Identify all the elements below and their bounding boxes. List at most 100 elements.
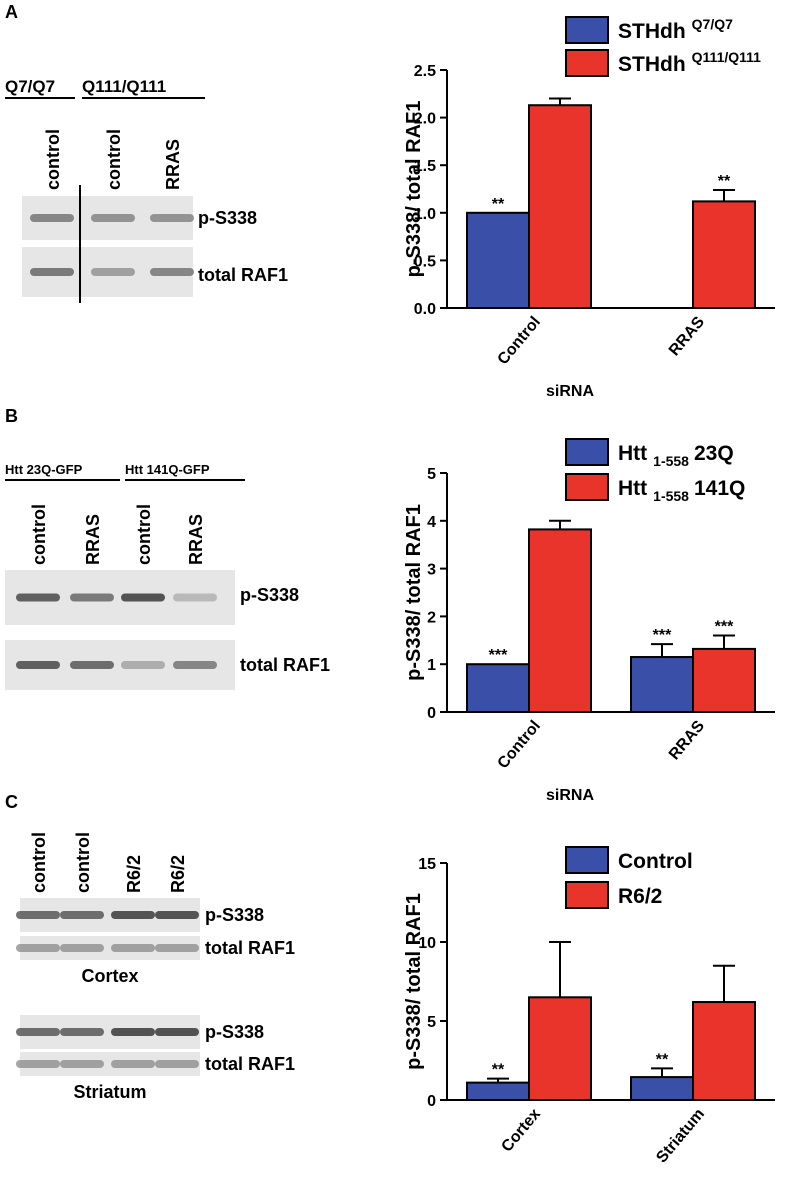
blot-band bbox=[16, 661, 60, 669]
blot-band bbox=[60, 1028, 104, 1036]
bar bbox=[466, 1081, 530, 1101]
blot-band bbox=[111, 1028, 155, 1036]
band-label: p-S338 bbox=[205, 1022, 264, 1042]
group-label: Q111/Q111 bbox=[82, 77, 166, 96]
legend-superscript: Q111/Q111 bbox=[692, 49, 762, 65]
legend-name: STHdh bbox=[618, 20, 686, 43]
y-tick-label: 5 bbox=[427, 1014, 436, 1031]
blot-band bbox=[173, 593, 217, 602]
legend-name: Control bbox=[618, 850, 693, 873]
blot-band bbox=[70, 593, 114, 602]
legend-swatch bbox=[565, 473, 609, 501]
y-tick-label: 2 bbox=[427, 609, 436, 626]
band-label: p-S338 bbox=[240, 585, 299, 605]
significance: ** bbox=[492, 196, 505, 213]
region-label: Striatum bbox=[73, 1082, 146, 1102]
bar bbox=[692, 1001, 756, 1101]
blot-band bbox=[16, 1028, 60, 1036]
group-label: Htt 23Q-GFP bbox=[5, 462, 83, 477]
lane-label: control bbox=[43, 129, 63, 190]
blot-band bbox=[91, 214, 135, 222]
legend-subscript: 1-558 bbox=[653, 453, 689, 469]
y-axis-label: p-S338/ total RAF1 bbox=[403, 504, 425, 681]
blot-band bbox=[60, 911, 104, 919]
legend-subscript: 1-558 bbox=[653, 488, 689, 504]
bar bbox=[466, 663, 530, 714]
legend-suffix: 23Q bbox=[694, 442, 734, 465]
lane-label: control bbox=[29, 504, 49, 565]
blot-band bbox=[91, 268, 135, 276]
blot-band bbox=[150, 268, 194, 276]
group-label: Htt 141Q-GFP bbox=[125, 462, 210, 477]
y-tick-label: 15 bbox=[418, 856, 436, 873]
significance: *** bbox=[715, 619, 734, 636]
bar bbox=[528, 104, 592, 309]
bar bbox=[466, 211, 530, 309]
bar bbox=[630, 1076, 694, 1101]
x-tick-label: RRAS bbox=[666, 313, 708, 359]
y-tick-label: 1.5 bbox=[414, 158, 436, 175]
blot-band bbox=[155, 911, 199, 919]
x-axis-label: siRNA bbox=[546, 383, 594, 400]
legend-label: Htt 1-558 141Q bbox=[618, 477, 745, 504]
x-tick-label: Cortex bbox=[498, 1106, 544, 1156]
panel-label: C bbox=[5, 792, 18, 812]
blot-band bbox=[70, 661, 114, 669]
blot-band bbox=[155, 1060, 199, 1068]
blot-band bbox=[16, 1060, 60, 1068]
legend-swatch bbox=[565, 881, 609, 909]
blot-band bbox=[60, 944, 104, 952]
significance: ** bbox=[492, 1062, 505, 1079]
significance: ** bbox=[718, 173, 731, 190]
legend-label: STHdh Q111/Q111 bbox=[618, 49, 761, 76]
x-tick-label: Control bbox=[494, 718, 544, 772]
y-tick-label: 0.5 bbox=[414, 253, 436, 270]
lane-label: R6/2 bbox=[168, 855, 188, 893]
legend-suffix: 141Q bbox=[694, 477, 745, 500]
x-tick-label: RRAS bbox=[666, 717, 708, 763]
legend-label: STHdh Q7/Q7 bbox=[618, 16, 733, 43]
lane-label: RRAS bbox=[163, 139, 183, 190]
blot-band bbox=[155, 944, 199, 952]
blot-band bbox=[111, 1060, 155, 1068]
blot-band bbox=[155, 1028, 199, 1036]
y-axis-label: p-S338/ total RAF1 bbox=[403, 893, 425, 1070]
bar bbox=[692, 647, 756, 713]
legend-label: Control bbox=[618, 850, 693, 873]
legend-name: Htt bbox=[618, 477, 647, 500]
blot-band bbox=[60, 1060, 104, 1068]
significance: *** bbox=[653, 627, 672, 644]
legend-swatch bbox=[565, 846, 609, 874]
band-label: p-S338 bbox=[198, 208, 257, 228]
band-label: total RAF1 bbox=[205, 938, 295, 958]
bar bbox=[528, 996, 592, 1101]
y-tick-label: 1.0 bbox=[414, 206, 436, 223]
y-axis-label: p-S338/ total RAF1 bbox=[403, 101, 425, 278]
blot-band bbox=[121, 661, 165, 669]
blot-band bbox=[16, 593, 60, 602]
legend-name: STHdh bbox=[618, 53, 686, 76]
band-label: total RAF1 bbox=[198, 265, 288, 285]
blot-band bbox=[30, 268, 74, 276]
bar bbox=[528, 528, 592, 713]
lane-label: control bbox=[104, 129, 124, 190]
legend-name: R6/2 bbox=[618, 885, 662, 908]
band-label: total RAF1 bbox=[205, 1054, 295, 1074]
y-tick-label: 3 bbox=[427, 562, 436, 579]
blot-band bbox=[16, 911, 60, 919]
legend-swatch bbox=[565, 438, 609, 466]
group-label: Q7/Q7 bbox=[5, 77, 55, 96]
y-tick-label: 0 bbox=[427, 1093, 436, 1110]
y-tick-label: 1 bbox=[427, 657, 436, 674]
bar bbox=[692, 200, 756, 310]
legend-label: R6/2 bbox=[618, 885, 662, 908]
blot-band bbox=[121, 593, 165, 602]
blot-band bbox=[150, 214, 194, 222]
panel-label: B bbox=[5, 406, 18, 426]
x-axis-label: siRNA bbox=[546, 787, 594, 804]
region-label: Cortex bbox=[81, 966, 138, 986]
x-tick-label: Control bbox=[494, 314, 544, 368]
y-tick-label: 4 bbox=[427, 514, 436, 531]
y-tick-label: 2.0 bbox=[414, 111, 436, 128]
